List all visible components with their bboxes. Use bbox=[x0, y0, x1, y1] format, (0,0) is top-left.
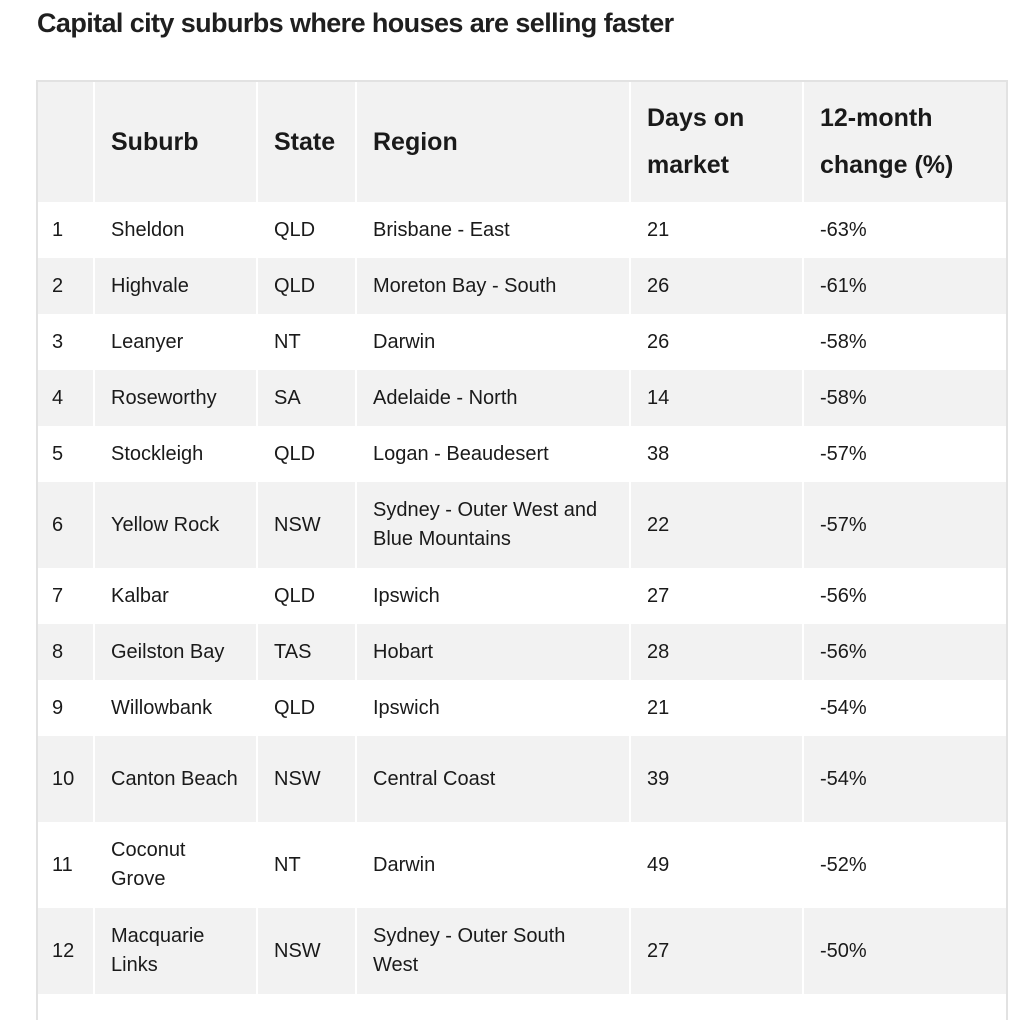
header-region: Region bbox=[356, 82, 631, 202]
cell-suburb: Kalbar bbox=[94, 568, 258, 624]
cell-suburb: Macquarie Links bbox=[94, 908, 258, 994]
cell-state: NT bbox=[257, 822, 357, 908]
table-row: 2 Highvale QLD Moreton Bay - South 26 -6… bbox=[38, 258, 1006, 314]
cell-suburb: Geilston Bay bbox=[94, 624, 258, 680]
cell-12-month-change: -61% bbox=[803, 258, 1006, 314]
cell-suburb: Leanyer bbox=[94, 314, 258, 370]
cell-region: Moreton Bay - South bbox=[356, 258, 631, 314]
cell-state: NSW bbox=[257, 908, 357, 994]
cell-days-on-market: 22 bbox=[630, 482, 804, 568]
cell-days-on-market: 39 bbox=[630, 736, 804, 822]
cell-rank: 7 bbox=[38, 568, 95, 624]
table-body: 1 Sheldon QLD Brisbane - East 21 -63% 2 … bbox=[38, 202, 1006, 994]
cell-region: Sydney - Outer South West bbox=[356, 908, 631, 994]
table-row: 9 Willowbank QLD Ipswich 21 -54% bbox=[38, 680, 1006, 736]
cell-rank: 10 bbox=[38, 736, 95, 822]
cell-12-month-change: -54% bbox=[803, 736, 1006, 822]
cell-days-on-market: 26 bbox=[630, 314, 804, 370]
cell-rank: 6 bbox=[38, 482, 95, 568]
cell-suburb: Canton Beach bbox=[94, 736, 258, 822]
cell-days-on-market: 27 bbox=[630, 908, 804, 994]
cell-12-month-change: -58% bbox=[803, 314, 1006, 370]
cell-suburb: Roseworthy bbox=[94, 370, 258, 426]
header-state: State bbox=[257, 82, 357, 202]
cell-state: QLD bbox=[257, 202, 357, 258]
cell-suburb: Stockleigh bbox=[94, 426, 258, 482]
cell-state: QLD bbox=[257, 426, 357, 482]
suburbs-table-container: Suburb State Region Days on market 12-mo… bbox=[36, 80, 1008, 1020]
cell-state: QLD bbox=[257, 568, 357, 624]
cell-region: Adelaide - North bbox=[356, 370, 631, 426]
cell-suburb: Coconut Grove bbox=[94, 822, 258, 908]
header-days-on-market: Days on market bbox=[630, 82, 804, 202]
cell-days-on-market: 38 bbox=[630, 426, 804, 482]
cell-days-on-market: 14 bbox=[630, 370, 804, 426]
cell-state: NSW bbox=[257, 482, 357, 568]
table-row: 4 Roseworthy SA Adelaide - North 14 -58% bbox=[38, 370, 1006, 426]
table-row: 7 Kalbar QLD Ipswich 27 -56% bbox=[38, 568, 1006, 624]
cell-days-on-market: 28 bbox=[630, 624, 804, 680]
cell-region: Darwin bbox=[356, 822, 631, 908]
cell-12-month-change: -57% bbox=[803, 482, 1006, 568]
cell-region: Ipswich bbox=[356, 680, 631, 736]
cell-region: Hobart bbox=[356, 624, 631, 680]
cell-state: NT bbox=[257, 314, 357, 370]
cell-region: Logan - Beaudesert bbox=[356, 426, 631, 482]
cell-12-month-change: -63% bbox=[803, 202, 1006, 258]
table-row: 3 Leanyer NT Darwin 26 -58% bbox=[38, 314, 1006, 370]
cell-rank: 11 bbox=[38, 822, 95, 908]
header-12-month-change: 12-month change (%) bbox=[803, 82, 1006, 202]
table-row: 10 Canton Beach NSW Central Coast 39 -54… bbox=[38, 736, 1006, 822]
cell-state: NSW bbox=[257, 736, 357, 822]
cell-12-month-change: -52% bbox=[803, 822, 1006, 908]
cell-suburb: Willowbank bbox=[94, 680, 258, 736]
cell-days-on-market: 21 bbox=[630, 202, 804, 258]
cell-days-on-market: 26 bbox=[630, 258, 804, 314]
cell-days-on-market: 21 bbox=[630, 680, 804, 736]
suburbs-table: Suburb State Region Days on market 12-mo… bbox=[38, 82, 1006, 994]
header-suburb: Suburb bbox=[94, 82, 258, 202]
cell-region: Darwin bbox=[356, 314, 631, 370]
header-rank bbox=[38, 82, 95, 202]
cell-suburb: Yellow Rock bbox=[94, 482, 258, 568]
cell-rank: 5 bbox=[38, 426, 95, 482]
cell-region: Ipswich bbox=[356, 568, 631, 624]
cell-days-on-market: 49 bbox=[630, 822, 804, 908]
cell-12-month-change: -56% bbox=[803, 568, 1006, 624]
header-row: Suburb State Region Days on market 12-mo… bbox=[38, 82, 1006, 202]
table-row: 8 Geilston Bay TAS Hobart 28 -56% bbox=[38, 624, 1006, 680]
cell-12-month-change: -54% bbox=[803, 680, 1006, 736]
cell-rank: 1 bbox=[38, 202, 95, 258]
cell-12-month-change: -50% bbox=[803, 908, 1006, 994]
table-row: 5 Stockleigh QLD Logan - Beaudesert 38 -… bbox=[38, 426, 1006, 482]
cell-12-month-change: -56% bbox=[803, 624, 1006, 680]
cell-state: SA bbox=[257, 370, 357, 426]
table-header: Suburb State Region Days on market 12-mo… bbox=[38, 82, 1006, 202]
cell-state: QLD bbox=[257, 680, 357, 736]
cell-12-month-change: -58% bbox=[803, 370, 1006, 426]
table-row: 12 Macquarie Links NSW Sydney - Outer So… bbox=[38, 908, 1006, 994]
cell-suburb: Sheldon bbox=[94, 202, 258, 258]
cell-rank: 8 bbox=[38, 624, 95, 680]
cell-state: QLD bbox=[257, 258, 357, 314]
cell-12-month-change: -57% bbox=[803, 426, 1006, 482]
cell-rank: 12 bbox=[38, 908, 95, 994]
cell-suburb: Highvale bbox=[94, 258, 258, 314]
cell-rank: 4 bbox=[38, 370, 95, 426]
table-row: 11 Coconut Grove NT Darwin 49 -52% bbox=[38, 822, 1006, 908]
cell-rank: 2 bbox=[38, 258, 95, 314]
cell-rank: 9 bbox=[38, 680, 95, 736]
cell-region: Sydney - Outer West and Blue Mountains bbox=[356, 482, 631, 568]
cell-region: Brisbane - East bbox=[356, 202, 631, 258]
cell-rank: 3 bbox=[38, 314, 95, 370]
table-row: 6 Yellow Rock NSW Sydney - Outer West an… bbox=[38, 482, 1006, 568]
table-row: 1 Sheldon QLD Brisbane - East 21 -63% bbox=[38, 202, 1006, 258]
cell-region: Central Coast bbox=[356, 736, 631, 822]
cell-days-on-market: 27 bbox=[630, 568, 804, 624]
cell-state: TAS bbox=[257, 624, 357, 680]
page-title: Capital city suburbs where houses are se… bbox=[37, 8, 674, 38]
